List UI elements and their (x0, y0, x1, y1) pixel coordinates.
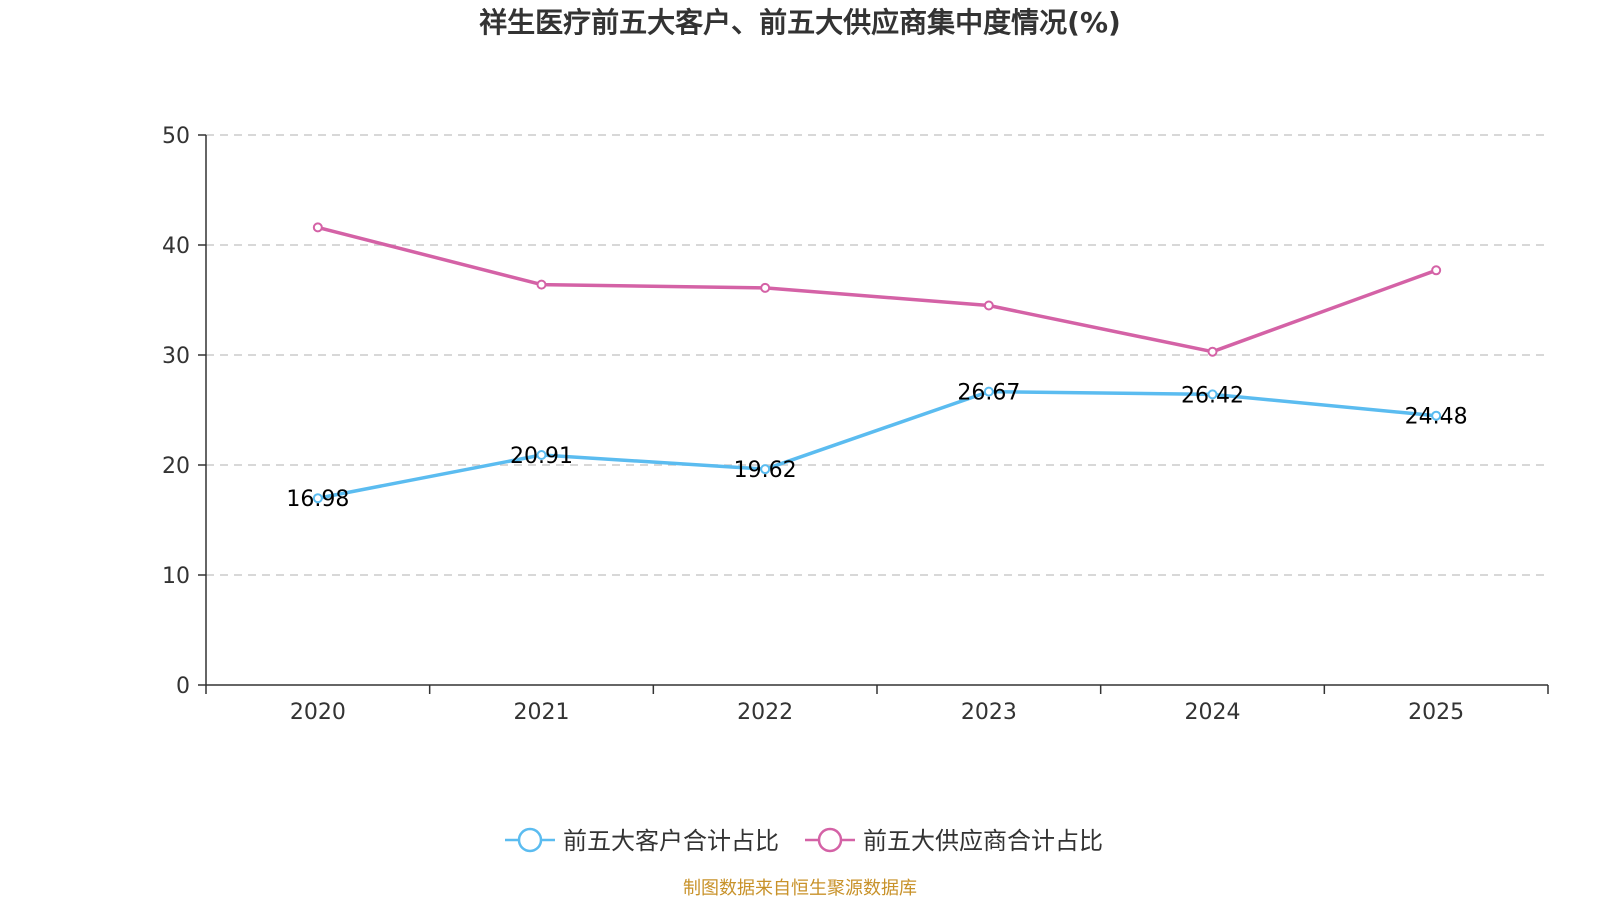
series-line-1 (317, 225, 1437, 354)
data-point-s1-2024[interactable] (1207, 346, 1218, 357)
data-labels: 16.98 20.91 19.62 26.67 26.42 24.48 (286, 381, 1467, 513)
legend-item-0[interactable]: 前五大客户合计占比 (505, 827, 779, 855)
x-tick-label-2022: 2022 (737, 700, 793, 725)
series-line-0 (317, 389, 1437, 500)
data-point-s1-2023[interactable] (983, 300, 994, 311)
legend-marker-0 (517, 827, 543, 853)
legend-marker-1 (817, 827, 843, 853)
x-tick-label-2024: 2024 (1185, 700, 1241, 725)
data-point-s0-2024[interactable] (1207, 389, 1218, 400)
data-label-s0-2024: 26.42 (1181, 383, 1244, 408)
legend[interactable]: 前五大客户合计占比 前五大供应商合计占比 (505, 827, 1103, 855)
legend-label-0: 前五大客户合计占比 (563, 827, 779, 855)
x-tick-label-2025: 2025 (1408, 700, 1464, 725)
data-point-s0-2020[interactable] (312, 493, 323, 504)
y-tick-label: 0 (176, 674, 190, 699)
data-label-s0-2022: 19.62 (734, 458, 797, 483)
data-point-s0-2022[interactable] (760, 464, 771, 475)
data-point-s0-2021[interactable] (536, 449, 547, 460)
data-label-s0-2021: 20.91 (510, 444, 573, 469)
data-point-s1-2022[interactable] (760, 282, 771, 293)
legend-label-1: 前五大供应商合计占比 (863, 827, 1103, 855)
data-point-s1-2025[interactable] (1431, 265, 1442, 276)
legend-item-1[interactable]: 前五大供应商合计占比 (805, 827, 1103, 855)
y-tick-label: 40 (162, 234, 190, 259)
x-tick-label-2021: 2021 (514, 700, 570, 725)
y-tick-label: 20 (162, 454, 190, 479)
data-point-s0-2025[interactable] (1431, 410, 1442, 421)
axes: 0 10 20 30 40 50 2020 2021 2022 2023 2024 2025 (162, 124, 1549, 725)
data-label-s0-2025: 24.48 (1405, 405, 1468, 430)
x-tick-label-2020: 2020 (290, 700, 346, 725)
data-point-s0-2023[interactable] (983, 386, 994, 397)
data-point-s1-2021[interactable] (536, 279, 547, 290)
source-note: 制图数据来自恒生聚源数据库 (683, 878, 917, 899)
chart-title: 祥生医疗前五大客户、前五大供应商集中度情况(%) (479, 6, 1121, 39)
y-tick-label: 50 (162, 124, 190, 149)
series-lines (312, 222, 1442, 504)
data-label-s0-2020: 16.98 (286, 487, 349, 512)
grid-lines (206, 134, 1548, 576)
data-label-s0-2023: 26.67 (957, 381, 1020, 406)
y-tick-label: 10 (162, 564, 190, 589)
x-tick-label-2023: 2023 (961, 700, 1017, 725)
y-tick-label: 30 (162, 344, 190, 369)
data-point-s1-2020[interactable] (312, 222, 323, 233)
